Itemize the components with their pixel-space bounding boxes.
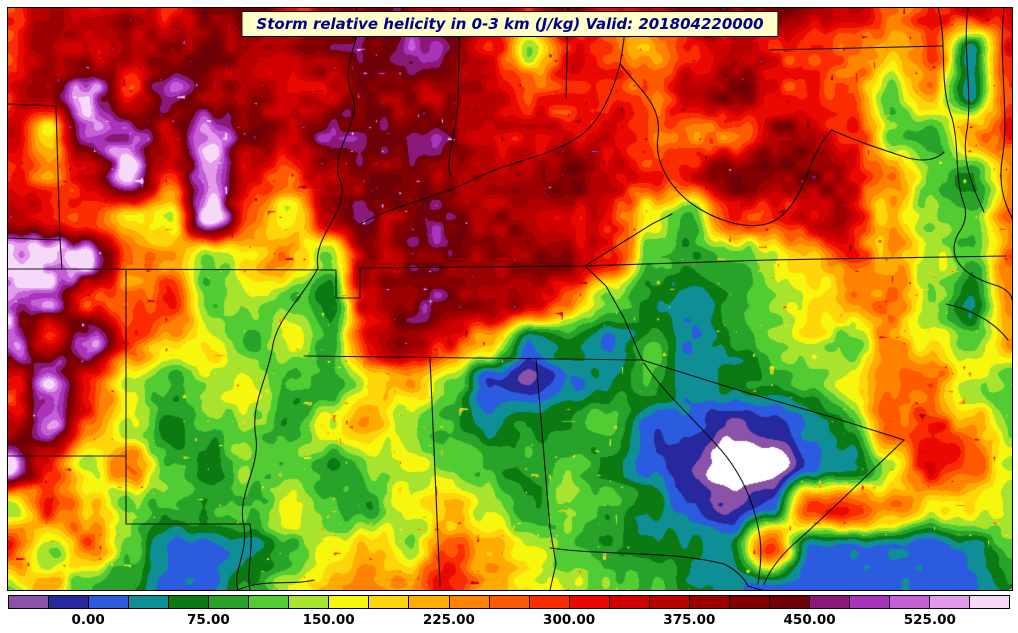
colorbar-segment	[449, 596, 490, 608]
colorbar-labels: 0.00 75.00 150.00 225.00 300.00 375.00 450.00 5…	[8, 612, 1010, 630]
colorbar-segment	[930, 596, 971, 608]
colorbar-segment	[890, 596, 931, 608]
map-title-box: Storm relative helicity in 0-3 km (J/kg)…	[241, 11, 779, 37]
colorbar-segment	[369, 596, 410, 608]
colorbar-tick-label: 375.00	[663, 612, 716, 628]
colorbar	[8, 595, 1010, 609]
colorbar-segment	[529, 596, 570, 608]
colorbar-segment	[49, 596, 90, 608]
colorbar-segment	[129, 596, 170, 608]
helicity-field-canvas	[8, 8, 1012, 590]
colorbar-segment	[89, 596, 130, 608]
colorbar-segment	[569, 596, 610, 608]
colorbar-tick-label: 525.00	[903, 612, 956, 628]
colorbar-tick-label: 150.00	[302, 612, 355, 628]
colorbar-segment	[729, 596, 770, 608]
colorbar-tick-label: 300.00	[543, 612, 596, 628]
colorbar-segment	[169, 596, 210, 608]
map-frame: Storm relative helicity in 0-3 km (J/kg)…	[7, 7, 1013, 591]
colorbar-segment	[809, 596, 850, 608]
colorbar-segment	[649, 596, 690, 608]
colorbar-segment	[9, 596, 50, 608]
colorbar-tick-label: 450.00	[783, 612, 836, 628]
colorbar-tick-label: 0.00	[71, 612, 105, 628]
colorbar-segment	[249, 596, 290, 608]
colorbar-tick-label: 225.00	[422, 612, 475, 628]
colorbar-segment	[849, 596, 891, 608]
colorbar-segment	[970, 596, 1010, 608]
colorbar-segment	[289, 596, 330, 608]
colorbar-tick-label: 75.00	[187, 612, 230, 628]
colorbar-segment	[409, 596, 450, 608]
colorbar-segment	[769, 596, 810, 608]
colorbar-segment	[689, 596, 730, 608]
colorbar-segment	[609, 596, 650, 608]
colorbar-segment	[489, 596, 530, 608]
colorbar-segment	[209, 596, 250, 608]
map-title: Storm relative helicity in 0-3 km (J/kg)…	[256, 15, 764, 33]
colorbar-segment	[329, 596, 370, 608]
